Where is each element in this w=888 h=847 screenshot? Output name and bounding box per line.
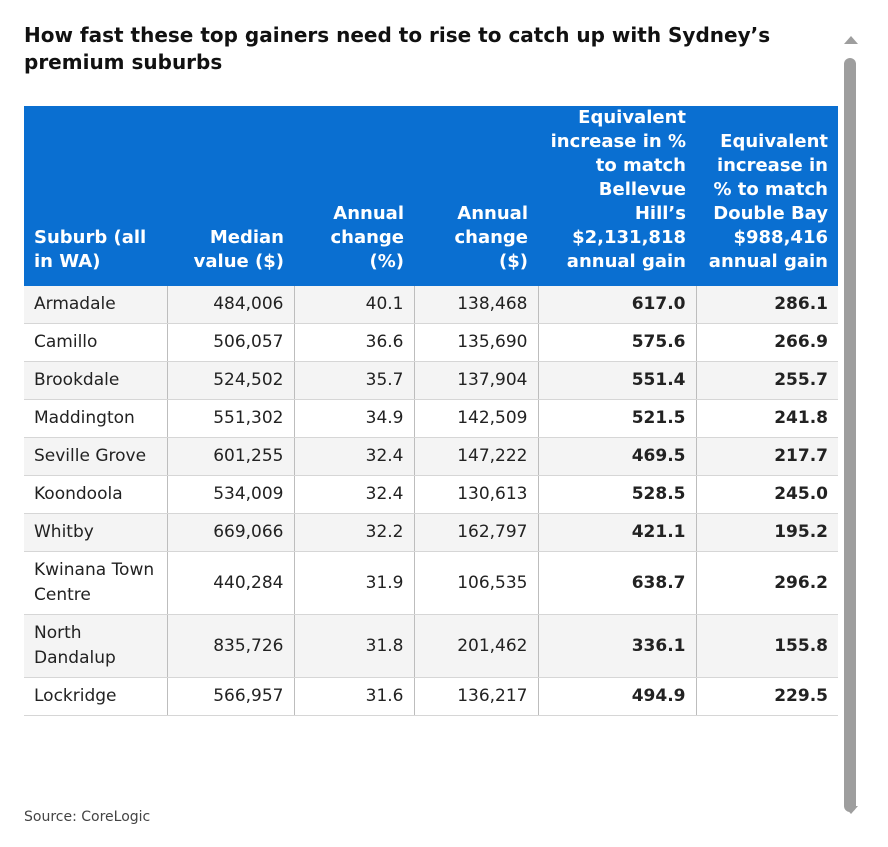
table-row: Brookdale 524,502 35.7 137,904 551.4 255… [24, 361, 838, 400]
table-row: Maddington 551,302 34.9 142,509 521.5 24… [24, 399, 838, 438]
cell-annual-change-pct: 31.6 [294, 677, 415, 716]
cell-double-bay: 217.7 [696, 437, 838, 476]
cell-double-bay: 195.2 [696, 513, 838, 552]
cell-annual-change-dollars: 138,468 [414, 286, 539, 324]
data-table: Suburb (all in WA) Median value ($) Annu… [24, 106, 838, 716]
cell-median-value: 601,255 [167, 437, 295, 476]
table-header-row: Suburb (all in WA) Median value ($) Annu… [24, 106, 838, 286]
cell-double-bay: 286.1 [696, 286, 838, 324]
table-row: Kwinana Town Centre 440,284 31.9 106,535… [24, 551, 838, 615]
cell-double-bay: 255.7 [696, 361, 838, 400]
cell-median-value: 440,284 [167, 551, 295, 615]
table-row: Whitby 669,066 32.2 162,797 421.1 195.2 [24, 513, 838, 552]
cell-median-value: 669,066 [167, 513, 295, 552]
cell-double-bay: 155.8 [696, 614, 838, 678]
cell-suburb: Camillo [24, 323, 168, 362]
cell-annual-change-dollars: 137,904 [414, 361, 539, 400]
header-annual-change-pct: Annual change (%) [294, 106, 414, 286]
cell-median-value: 524,502 [167, 361, 295, 400]
cell-suburb: Whitby [24, 513, 168, 552]
cell-bellevue-hill: 551.4 [538, 361, 697, 400]
cell-bellevue-hill: 469.5 [538, 437, 697, 476]
cell-double-bay: 229.5 [696, 677, 838, 716]
cell-median-value: 534,009 [167, 475, 295, 514]
cell-double-bay: 245.0 [696, 475, 838, 514]
cell-annual-change-pct: 32.4 [294, 437, 415, 476]
chart-title: How fast these top gainers need to rise … [24, 23, 771, 74]
cell-suburb: Seville Grove [24, 437, 168, 476]
cell-suburb: Brookdale [24, 361, 168, 400]
cell-median-value: 484,006 [167, 286, 295, 324]
cell-median-value: 506,057 [167, 323, 295, 362]
cell-median-value: 551,302 [167, 399, 295, 438]
cell-bellevue-hill: 421.1 [538, 513, 697, 552]
cell-annual-change-pct: 32.2 [294, 513, 415, 552]
cell-suburb: Koondoola [24, 475, 168, 514]
cell-annual-change-dollars: 147,222 [414, 437, 539, 476]
cell-bellevue-hill: 336.1 [538, 614, 697, 678]
cell-bellevue-hill: 638.7 [538, 551, 697, 615]
cell-annual-change-dollars: 162,797 [414, 513, 539, 552]
cell-double-bay: 296.2 [696, 551, 838, 615]
cell-bellevue-hill: 575.6 [538, 323, 697, 362]
cell-annual-change-dollars: 201,462 [414, 614, 539, 678]
cell-annual-change-pct: 31.8 [294, 614, 415, 678]
header-annual-change-dollars: Annual change ($) [414, 106, 538, 286]
scroll-down-icon[interactable] [844, 806, 858, 814]
cell-bellevue-hill: 494.9 [538, 677, 697, 716]
cell-suburb: Armadale [24, 286, 168, 324]
cell-bellevue-hill: 528.5 [538, 475, 697, 514]
cell-annual-change-dollars: 142,509 [414, 399, 539, 438]
table-row: North Dandalup 835,726 31.8 201,462 336.… [24, 614, 838, 678]
cell-suburb: Lockridge [24, 677, 168, 716]
header-double-bay: Equivalent increase in % to match Double… [696, 106, 838, 286]
cell-annual-change-pct: 31.9 [294, 551, 415, 615]
cell-annual-change-dollars: 136,217 [414, 677, 539, 716]
cell-double-bay: 266.9 [696, 323, 838, 362]
table-row: Camillo 506,057 36.6 135,690 575.6 266.9 [24, 323, 838, 362]
cell-annual-change-pct: 36.6 [294, 323, 415, 362]
header-bellevue-hill: Equivalent increase in % to match Bellev… [538, 106, 696, 286]
header-median-value: Median value ($) [167, 106, 294, 286]
cell-bellevue-hill: 617.0 [538, 286, 697, 324]
cell-median-value: 566,957 [167, 677, 295, 716]
table-row: Koondoola 534,009 32.4 130,613 528.5 245… [24, 475, 838, 514]
table-row: Armadale 484,006 40.1 138,468 617.0 286.… [24, 286, 838, 324]
cell-suburb: North Dandalup [24, 614, 168, 678]
header-suburb: Suburb (all in WA) [24, 106, 167, 286]
cell-median-value: 835,726 [167, 614, 295, 678]
scrollbar-thumb[interactable] [844, 58, 856, 812]
cell-annual-change-pct: 32.4 [294, 475, 415, 514]
cell-annual-change-dollars: 130,613 [414, 475, 539, 514]
source-note: Source: CoreLogic [24, 809, 151, 825]
cell-bellevue-hill: 521.5 [538, 399, 697, 438]
vertical-scrollbar[interactable] [841, 22, 861, 828]
cell-annual-change-dollars: 135,690 [414, 323, 539, 362]
cell-annual-change-pct: 34.9 [294, 399, 415, 438]
cell-suburb: Kwinana Town Centre [24, 551, 168, 615]
cell-annual-change-pct: 40.1 [294, 286, 415, 324]
cell-annual-change-dollars: 106,535 [414, 551, 539, 615]
table-row: Seville Grove 601,255 32.4 147,222 469.5… [24, 437, 838, 476]
cell-double-bay: 241.8 [696, 399, 838, 438]
scroll-up-icon[interactable] [844, 36, 858, 44]
cell-suburb: Maddington [24, 399, 168, 438]
table-row: Lockridge 566,957 31.6 136,217 494.9 229… [24, 677, 838, 716]
cell-annual-change-pct: 35.7 [294, 361, 415, 400]
